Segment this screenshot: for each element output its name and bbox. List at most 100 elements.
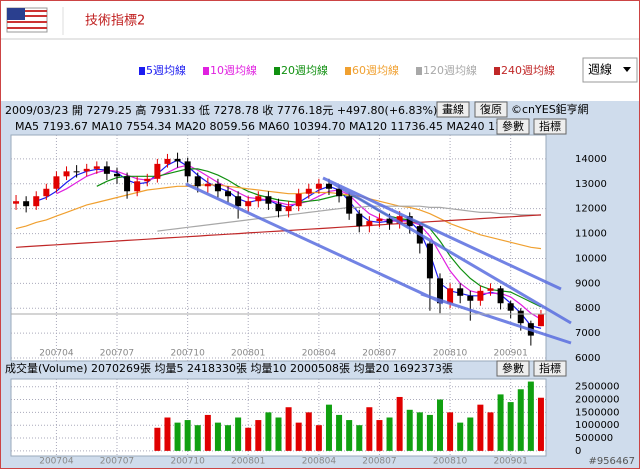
period-select[interactable]: 週線 (582, 57, 638, 83)
legend-swatch (203, 67, 209, 75)
candle-body (457, 288, 464, 296)
plot-layer: 5週均線 10週均線 20週均線 60週均線 120週均線 240週均線 6000 7000 8… (11, 63, 620, 467)
volume-bar (487, 412, 494, 451)
candle-body (517, 310, 524, 324)
candle-body (174, 158, 181, 162)
volume-bar (537, 397, 544, 451)
volume-bar (285, 407, 292, 451)
candle-body (245, 201, 252, 207)
volume-indicator-button[interactable]: 指標 (533, 360, 567, 377)
y-tick-label: 6000 (575, 353, 600, 364)
draw-button[interactable]: 畫線 (436, 101, 470, 118)
volume-bar (507, 402, 514, 451)
volume-bar (346, 420, 353, 451)
volume-bar (416, 412, 423, 451)
volume-bar (477, 404, 484, 451)
legend-label: 20週均線 (281, 63, 328, 77)
x-tick-label: 200710 (170, 457, 205, 467)
price-plot (10, 134, 547, 362)
reset-button[interactable]: 復原 (474, 101, 508, 118)
candle-body (406, 216, 413, 227)
candle-body (336, 188, 343, 197)
candle-body (477, 290, 484, 301)
volume-bar (174, 422, 181, 451)
candle-body (113, 173, 120, 177)
candle-body (93, 166, 100, 169)
volume-bar (225, 425, 232, 451)
candle-body (204, 183, 211, 187)
params-button-label[interactable]: 參數 (502, 119, 524, 133)
candle-body (23, 201, 30, 207)
x-tick-label: 200704 (39, 349, 74, 359)
y-tick-label: 8000 (575, 303, 600, 314)
candle-body (325, 183, 332, 189)
candle-body (144, 178, 151, 182)
candle-body (497, 288, 504, 304)
volume-bar (194, 425, 201, 451)
draw-button-label[interactable]: 畫線 (442, 102, 464, 116)
candle-body (275, 203, 282, 212)
legend-label: 60週均線 (352, 63, 399, 77)
candle-body (396, 216, 403, 224)
volume-bar (527, 381, 534, 451)
params-button[interactable]: 參數 (496, 118, 530, 135)
indicator-button-label[interactable]: 指標 (539, 361, 561, 375)
indicator-button-label[interactable]: 指標 (539, 119, 561, 133)
x-tick-label: 200710 (170, 349, 205, 359)
candle-body (235, 196, 242, 207)
volume-bar (376, 420, 383, 451)
volume-bar (295, 422, 302, 451)
volume-bar (245, 427, 252, 451)
reset-button-label[interactable]: 復原 (480, 103, 502, 116)
x-tick-label: 200707 (100, 457, 134, 467)
volume-bar (356, 425, 363, 451)
y-tick-label: 9000 (575, 278, 600, 289)
volume-bar (336, 414, 343, 451)
indicator-button[interactable]: 指標 (533, 118, 567, 135)
volume-bar (204, 414, 211, 451)
y-tick-label: 2000000 (575, 395, 620, 406)
ma-line (15, 214, 542, 248)
ma-line (15, 184, 542, 250)
candle-body (124, 176, 131, 192)
volume-params-button[interactable]: 參數 (496, 360, 530, 377)
volume-bar (426, 414, 433, 451)
y-tick-label: 1000000 (575, 420, 620, 431)
volume-bar (497, 394, 504, 451)
legend-swatch (416, 67, 422, 75)
ma-line (96, 168, 542, 308)
candle-body (426, 243, 433, 279)
y-tick-label: 13000 (575, 179, 607, 190)
volume-bar (447, 412, 454, 451)
y-tick-label: 1500000 (575, 407, 620, 418)
y-tick-label: 2500000 (575, 382, 620, 393)
candle-body (225, 191, 232, 197)
candle-body (13, 201, 20, 204)
volume-bar (214, 422, 221, 451)
candle-body (194, 176, 201, 187)
candle-body (154, 163, 161, 179)
tab-title[interactable]: 技術指標2 (85, 14, 145, 29)
candle-body (437, 278, 444, 304)
y-tick-label: 10000 (575, 253, 607, 264)
legend-label: 10週均線 (210, 63, 257, 77)
candle-body (83, 168, 90, 172)
x-tick-label: 200801 (231, 349, 265, 359)
candle-body (447, 288, 454, 304)
period-select-value[interactable]: 週線 (588, 62, 612, 77)
volume-bar (255, 420, 262, 451)
candle-body (295, 193, 302, 207)
y-tick-label: 0 (575, 446, 581, 457)
candle-body (53, 176, 60, 189)
candle-body (315, 183, 322, 189)
volume-bar (164, 417, 171, 451)
volume-bar (235, 417, 242, 451)
volume-bar (184, 420, 191, 451)
candle-body (376, 218, 383, 222)
candle-body (164, 158, 171, 164)
volume-bar (467, 417, 474, 451)
volume-bar (265, 412, 272, 451)
params-button-label[interactable]: 參數 (502, 361, 524, 375)
